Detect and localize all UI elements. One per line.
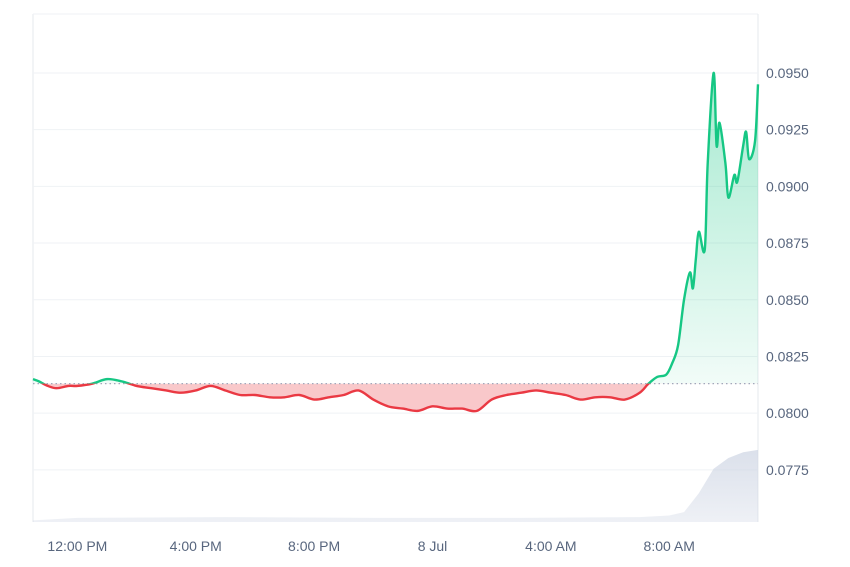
y-tick-label: 0.0875 xyxy=(766,235,809,251)
x-tick-label: 8 Jul xyxy=(418,538,448,554)
y-tick-label: 0.0825 xyxy=(766,348,809,364)
x-tick-label: 12:00 PM xyxy=(47,538,107,554)
x-tick-label: 8:00 AM xyxy=(644,538,695,554)
area-below-baseline xyxy=(33,383,758,412)
y-tick-label: 0.0800 xyxy=(766,405,809,421)
y-tick-label: 0.0900 xyxy=(766,178,809,194)
y-tick-label: 0.0925 xyxy=(766,122,809,138)
volume-area-shape xyxy=(33,449,758,522)
price-line-down xyxy=(40,383,651,413)
area-above-baseline xyxy=(33,72,758,384)
price-line-up xyxy=(32,71,760,384)
price-lines xyxy=(32,71,760,413)
x-tick-label: 4:00 AM xyxy=(525,538,576,554)
plot-frame xyxy=(32,13,759,522)
gridlines xyxy=(33,72,758,471)
volume-area xyxy=(33,449,758,522)
price-area-fills xyxy=(33,72,758,412)
x-tick-label: 8:00 PM xyxy=(288,538,340,554)
x-axis-ticks: 12:00 PM 4:00 PM 8:00 PM 8 Jul 4:00 AM 8:00 A… xyxy=(47,538,694,554)
y-tick-label: 0.0950 xyxy=(766,65,809,81)
y-tick-label: 0.0850 xyxy=(766,292,809,308)
y-tick-label: 0.0775 xyxy=(766,462,809,478)
y-axis-ticks: 0.0775 0.0800 0.0825 0.0850 0.0875 0.0900 0.09… xyxy=(766,65,809,478)
x-tick-label: 4:00 PM xyxy=(170,538,222,554)
